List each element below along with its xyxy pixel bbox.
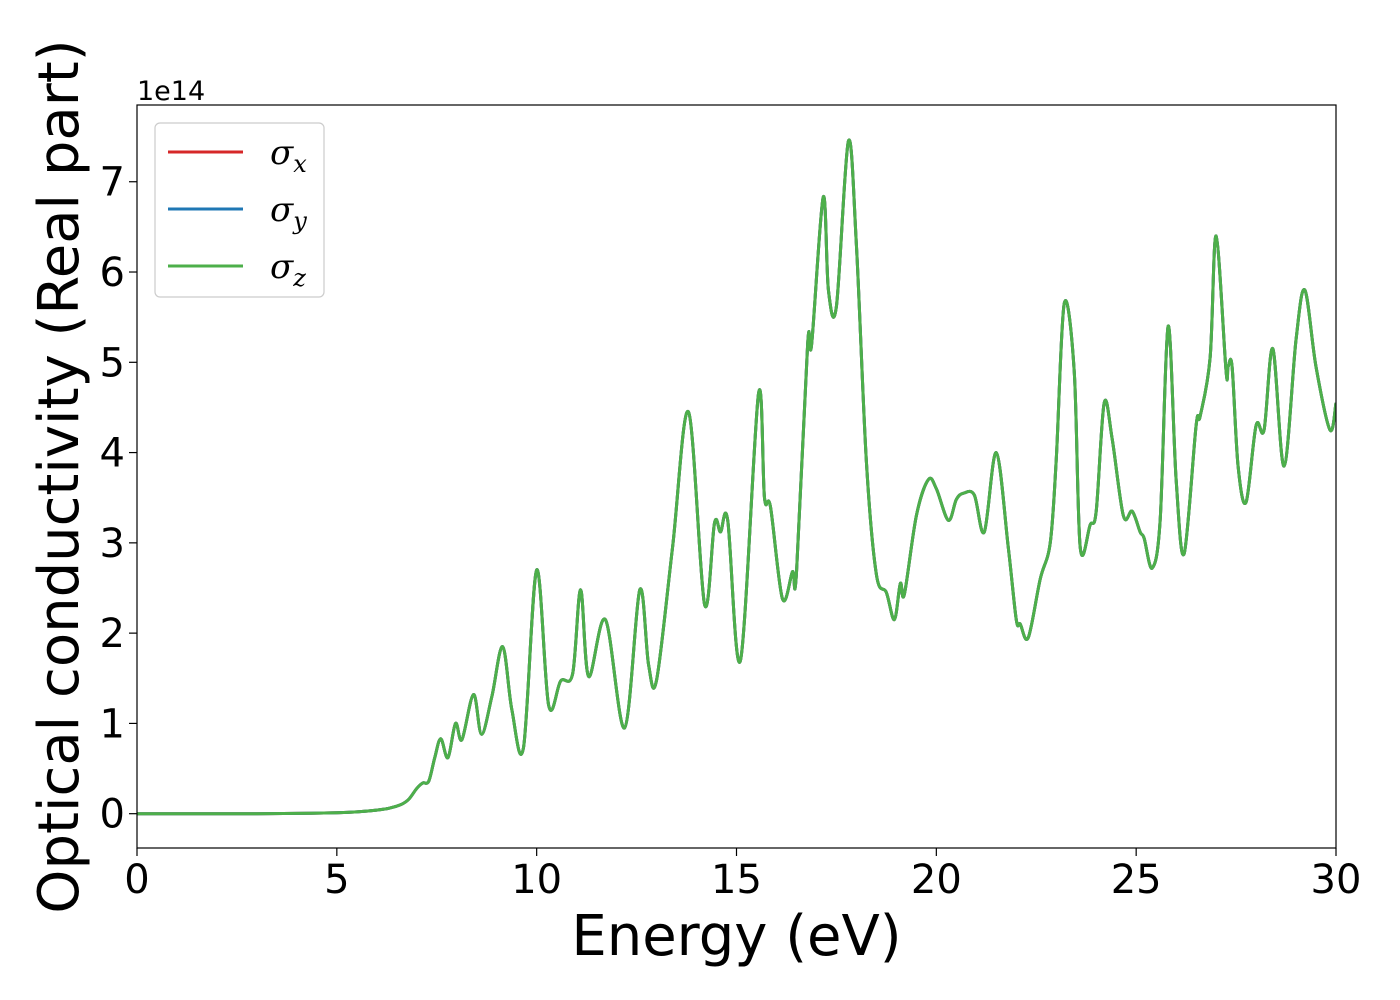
legend-symbol: σ — [270, 133, 294, 173]
x-tick-label: 10 — [511, 857, 562, 903]
y-tick-label: 4 — [100, 431, 125, 477]
y-tick-label: 2 — [100, 611, 125, 657]
y-tick-label: 1 — [100, 701, 125, 747]
legend-label-y: σy — [270, 190, 307, 235]
x-tick-label: 5 — [324, 857, 349, 903]
y-tick-label: 7 — [100, 160, 125, 206]
y-tick-label: 3 — [100, 521, 125, 567]
x-tick-label: 25 — [1111, 857, 1162, 903]
x-tick-label: 20 — [911, 857, 962, 903]
y-axis-offset-label: 1e14 — [137, 76, 205, 107]
x-axis-label: Energy (eV) — [571, 904, 901, 969]
series-line-z — [137, 138, 1336, 816]
x-tick-label: 30 — [1311, 857, 1362, 903]
legend-label-x: σx — [270, 133, 307, 178]
plot-area — [137, 138, 1336, 816]
legend-subscript: y — [292, 207, 307, 235]
legend-symbol: σ — [270, 190, 294, 230]
legend-subscript: x — [293, 150, 307, 178]
y-axis-label: Optical conductivity (Real part) — [27, 39, 92, 913]
legend-subscript: z — [292, 264, 306, 292]
y-tick-label: 5 — [100, 340, 125, 386]
x-axis-ticks: 0 5 10 15 20 25 30 — [124, 848, 1361, 903]
x-tick-label: 0 — [124, 857, 149, 903]
legend-symbol: σ — [270, 247, 294, 287]
legend-label-z: σz — [270, 247, 306, 292]
y-tick-label: 6 — [100, 250, 125, 296]
x-tick-label: 15 — [711, 857, 762, 903]
y-tick-label: 0 — [100, 792, 125, 838]
y-axis-ticks: 0 1 2 3 4 5 6 7 — [100, 160, 137, 838]
